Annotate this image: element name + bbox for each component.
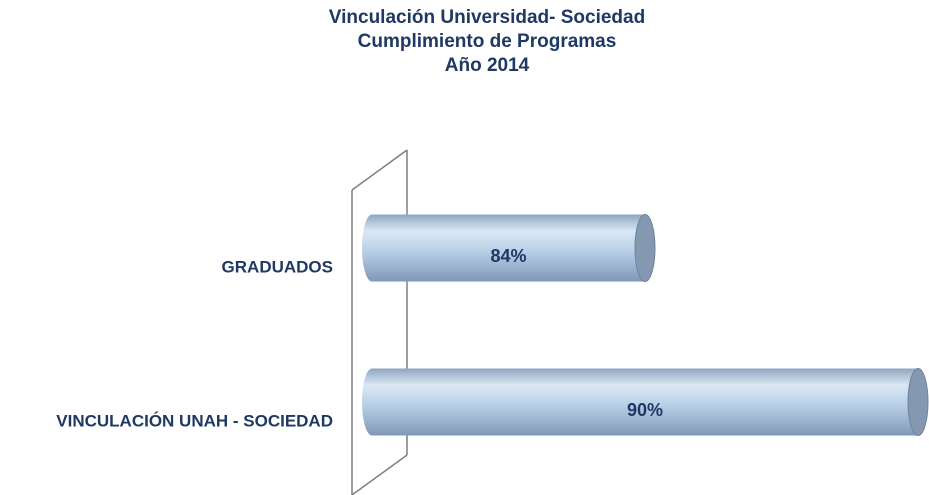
chart-title: Cumplimiento de Programas <box>358 31 617 52</box>
wall <box>351 149 408 495</box>
bar-cap <box>907 368 929 436</box>
value-label: 84% <box>490 246 526 266</box>
bar <box>372 368 918 436</box>
y-tick-label: GRADUADOS <box>222 257 333 276</box>
bar <box>372 214 645 282</box>
chart-title: Vinculación Universidad- Sociedad <box>329 7 645 28</box>
y-tick-label: VINCULACIÓN UNAH - SOCIEDAD <box>56 411 333 430</box>
wall-edge <box>351 454 408 495</box>
bar-cap <box>634 214 656 282</box>
value-label: 90% <box>627 400 663 420</box>
wall-edge <box>351 149 408 191</box>
chart-title: Año 2014 <box>445 55 530 76</box>
